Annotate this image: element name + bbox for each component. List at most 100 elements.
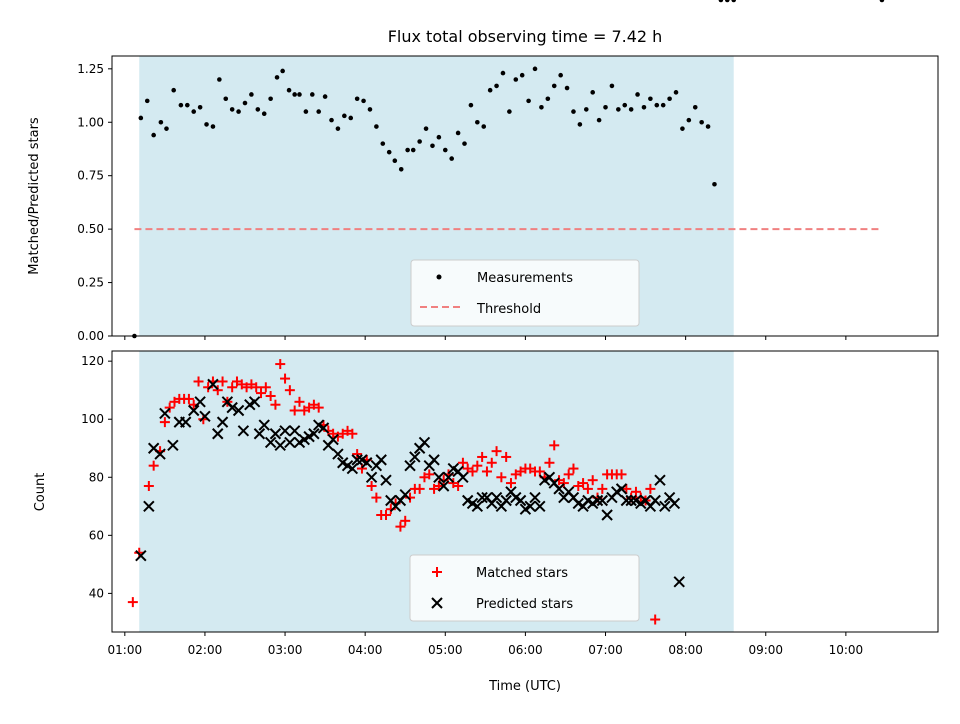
predicted-star-point [212,428,224,440]
predicted-star-point [418,436,431,449]
matched-star-point [159,417,170,428]
predicted-star-point [668,497,681,510]
matched-star-point [203,382,214,393]
predicted-star-point [673,576,685,588]
matched-star-point [453,480,464,491]
measurement-point [628,107,634,112]
measurement-point [635,92,640,97]
matched-star-point [352,449,363,460]
measurement-point [654,102,660,108]
measurement-point [545,96,551,102]
measurement-point [185,102,190,108]
matched-star-point [385,504,396,515]
predicted-star-point [226,401,238,414]
matched-star-point [284,385,295,396]
measurement-point [268,96,273,102]
measurement-point [361,98,366,104]
matched-star-point [597,483,608,494]
measurement-point [442,147,448,153]
measurement-point [236,109,241,114]
matched-star-point [275,359,286,370]
chart-title: Flux total observing time = 7.42 h [388,27,663,46]
matched-star-point [501,451,512,462]
bottom-panel: 40 60 80 100 120 01:00 02:00 03:00 04:00 05:00 06… [33,350,939,694]
measurement-point [316,109,322,114]
measurement-point [507,109,512,114]
matched-star-point [127,597,138,608]
matched-star-point [405,492,416,503]
measurement-point [462,141,467,146]
top-legend: Measurements Threshold [410,259,640,327]
measurement-point [229,107,235,112]
predicted-star-point [188,404,200,417]
predicted-star-point [237,425,250,437]
measurement-point [261,111,267,117]
matched-star-point [563,469,574,480]
predicted-star-point [471,500,484,513]
measurement-point [660,102,666,108]
matched-star-point [621,483,632,494]
measurement-point [718,0,724,3]
predicted-star-point [135,549,147,562]
top-axes-frame [111,55,939,337]
predicted-star-point [409,451,421,463]
measurement-point [673,90,679,95]
predicted-star-point [596,494,609,507]
predicted-star-point [351,454,363,466]
matched-star-point [395,521,406,532]
matched-star-point [472,460,483,471]
measurement-point [449,156,454,161]
predicted-star-point [279,425,291,437]
top-y-tick-label: 0.75 [77,169,104,183]
matched-star-point [143,480,154,491]
bottom-y-tick-label: 120 [81,354,104,368]
predicted-star-point [591,494,604,507]
legend-predicted-label: Predicted stars [476,597,573,612]
x-axis-label: Time (UTC) [488,679,561,694]
predicted-star-point [207,378,219,391]
matched-star-point [183,393,194,404]
matched-star-point [193,376,204,387]
bottom-y-axis-label: Count [33,473,48,512]
predicted-star-point [332,448,344,460]
measurement-point [405,147,410,153]
predicted-star-point [361,457,373,469]
measurement-point [724,0,730,3]
matched-star-point [256,388,267,399]
measurement-point [286,87,292,93]
predicted-star-point [327,433,339,446]
predicted-star-point [365,471,378,483]
predicted-star-point [258,419,270,431]
measurement-point [455,130,461,136]
measurement-point [680,126,685,131]
matched-star-point [616,469,627,480]
matched-star-point [294,396,305,407]
matched-star-point [505,478,516,489]
measurement-point [342,113,347,119]
matched-star-point [212,385,223,396]
predicted-star-point [659,500,671,513]
measurement-point [532,66,538,72]
predicted-star-point [490,491,503,504]
predicted-star-point [346,462,359,475]
measurement-point [468,102,474,108]
measurement-point [609,83,615,89]
predicted-star-point [194,396,206,408]
measurement-point [481,124,487,129]
measurement-point [197,104,203,110]
matched-star-point [380,510,391,521]
measurement-point [686,117,692,123]
measurement-point [309,92,315,97]
predicted-star-point [514,494,527,507]
predicted-star-point [232,404,245,417]
predicted-star-point [625,494,637,507]
measurement-point [223,96,229,102]
predicted-star-point [288,425,301,437]
matched-star-point [650,614,661,625]
predicted-star-point [615,483,628,495]
matched-star-point [582,483,593,494]
matched-star-point [260,382,271,393]
measurement-point [217,77,222,82]
top-y-tick-label: 0.25 [77,276,104,290]
predicted-star-point [167,439,179,452]
